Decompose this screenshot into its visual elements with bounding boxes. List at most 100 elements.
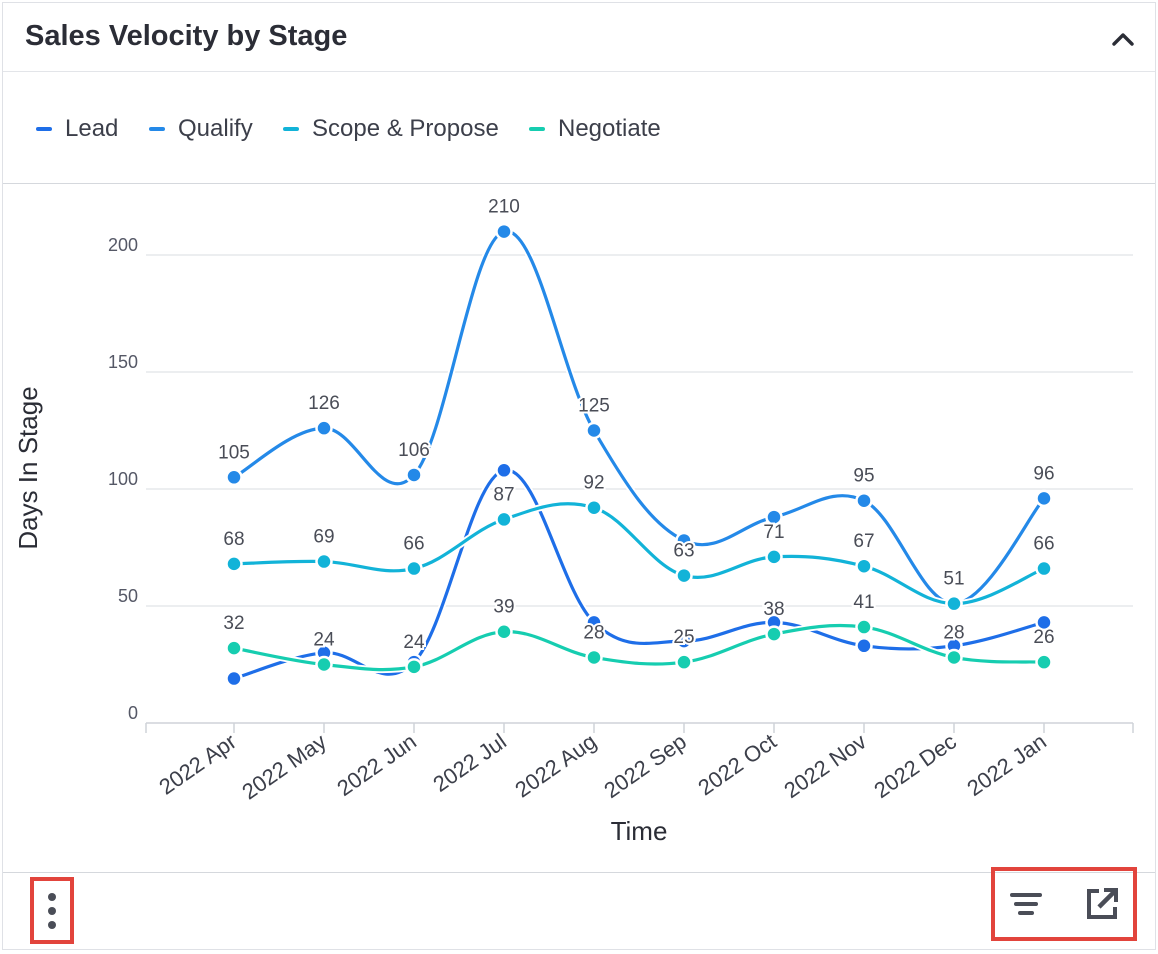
data-point-negotiate[interactable] (315, 655, 333, 674)
open-dashlet-button[interactable] (1079, 879, 1125, 929)
data-point-scope-propose[interactable] (945, 594, 963, 613)
data-label-scope-propose: 67 (853, 531, 874, 552)
legend-label: Lead (65, 115, 119, 142)
data-point-qualify[interactable] (855, 491, 873, 510)
data-point-negotiate[interactable] (675, 653, 693, 671)
data-point-negotiate[interactable] (855, 618, 873, 636)
data-label-qualify: 106 (398, 440, 430, 461)
data-label-scope-propose: 69 (313, 527, 334, 548)
vertical-ellipsis-icon (48, 892, 56, 929)
data-label-qualify: 125 (578, 396, 610, 417)
x-tick-label: 2022 Dec (869, 729, 960, 804)
filter-button[interactable] (1003, 879, 1049, 929)
data-label-qualify: 210 (488, 197, 520, 218)
dashlet-header: Sales Velocity by Stage (3, 3, 1155, 72)
series-line-negotiate (233, 623, 1045, 672)
dashlet-toolbar (991, 867, 1137, 941)
data-label-negotiate: 26 (1033, 627, 1054, 648)
data-point-lead[interactable] (585, 613, 603, 632)
y-tick-label: 100 (108, 469, 138, 489)
data-label-negotiate: 25 (673, 627, 694, 648)
legend-swatch (529, 127, 545, 131)
legend-item-lead[interactable]: Lead (36, 115, 118, 143)
data-point-scope-propose[interactable] (405, 559, 423, 578)
data-label-negotiate: 28 (583, 622, 604, 643)
data-point-scope-propose[interactable] (315, 552, 333, 571)
data-point-qualify[interactable] (1035, 489, 1053, 508)
data-label-negotiate: 24 (313, 630, 335, 651)
data-point-negotiate[interactable] (405, 658, 423, 676)
legend-label: Qualify (178, 115, 253, 142)
data-point-scope-propose[interactable] (1035, 559, 1053, 578)
x-tick-label: 2022 Jan (962, 729, 1050, 801)
data-label-negotiate: 41 (853, 592, 874, 613)
data-point-qualify[interactable] (765, 508, 783, 526)
chevron-up-icon[interactable] (1109, 25, 1137, 53)
data-label-qualify: 126 (308, 393, 340, 414)
data-label-scope-propose: 87 (493, 484, 514, 505)
data-label-qualify: 96 (1033, 463, 1054, 484)
legend-item-negotiate[interactable]: Negotiate (529, 115, 661, 143)
data-point-qualify[interactable] (405, 466, 423, 484)
data-point-lead[interactable] (225, 669, 243, 688)
x-tick-label: 2022 Jun (332, 729, 420, 801)
data-label-scope-propose: 63 (673, 541, 694, 562)
series-halo-scope-propose (233, 500, 1046, 608)
data-point-scope-propose[interactable] (495, 510, 513, 529)
chart-legend: Lead Qualify Scope & Propose Negotiate (3, 72, 1155, 184)
dashlet-title: Sales Velocity by Stage (25, 20, 348, 52)
data-label-negotiate: 24 (403, 632, 425, 653)
y-tick-label: 0 (128, 703, 138, 723)
data-label-negotiate: 39 (493, 597, 514, 618)
y-tick-label: 150 (108, 352, 138, 372)
dashlet-footer (3, 867, 1155, 949)
data-label-negotiate: 32 (223, 613, 244, 634)
line-chart: 0 50 100 150 200 2022 Apr 2022 May 2022 Jun 2022… (3, 184, 1157, 874)
data-point-qualify[interactable] (315, 419, 333, 437)
data-point-scope-propose[interactable] (225, 555, 243, 573)
more-options-button[interactable] (30, 877, 74, 944)
data-point-lead[interactable] (1035, 613, 1053, 632)
data-point-scope-propose[interactable] (585, 498, 603, 517)
data-point-negotiate[interactable] (225, 639, 243, 657)
data-label-qualify: 105 (218, 442, 250, 463)
legend-item-scope-propose[interactable]: Scope & Propose (283, 115, 499, 143)
data-label-negotiate: 28 (943, 622, 964, 643)
x-tick-label: 2022 Apr (154, 729, 240, 800)
data-point-negotiate[interactable] (765, 625, 783, 643)
data-point-scope-propose[interactable] (675, 566, 693, 585)
data-point-qualify[interactable] (495, 222, 513, 241)
data-point-qualify[interactable] (585, 421, 603, 440)
data-point-lead[interactable] (855, 637, 873, 655)
data-point-lead[interactable] (495, 461, 513, 480)
legend-item-qualify[interactable]: Qualify (149, 115, 253, 143)
x-tick-label: 2022 Oct (693, 729, 780, 801)
data-label-qualify: 51 (943, 569, 964, 590)
data-point-negotiate[interactable] (495, 622, 513, 641)
series-line-scope-propose (233, 502, 1045, 606)
y-tick-label: 50 (118, 586, 138, 606)
data-point-scope-propose[interactable] (855, 557, 873, 575)
data-point-negotiate[interactable] (1035, 653, 1053, 671)
y-tick-label: 200 (108, 235, 138, 255)
data-label-scope-propose: 68 (223, 529, 244, 550)
y-axis-title: Days In Stage (13, 386, 43, 549)
data-point-qualify[interactable] (675, 531, 693, 550)
data-point-negotiate[interactable] (585, 648, 603, 667)
data-label-scope-propose: 66 (403, 534, 424, 555)
data-label-negotiate: 38 (763, 599, 784, 620)
series-halo-qualify (232, 228, 1047, 608)
legend-swatch (36, 127, 52, 131)
data-point-lead[interactable] (675, 632, 693, 650)
legend-swatch (149, 127, 165, 131)
x-tick-label: 2022 May (237, 729, 330, 805)
data-point-qualify[interactable] (225, 468, 243, 487)
data-point-negotiate[interactable] (945, 648, 963, 667)
data-label-scope-propose: 71 (763, 522, 784, 543)
data-point-scope-propose[interactable] (765, 548, 783, 566)
legend-label: Negotiate (558, 115, 661, 142)
external-link-icon (1087, 888, 1118, 919)
x-axis-title: Time (611, 816, 668, 846)
filter-lines-icon (1010, 893, 1042, 915)
